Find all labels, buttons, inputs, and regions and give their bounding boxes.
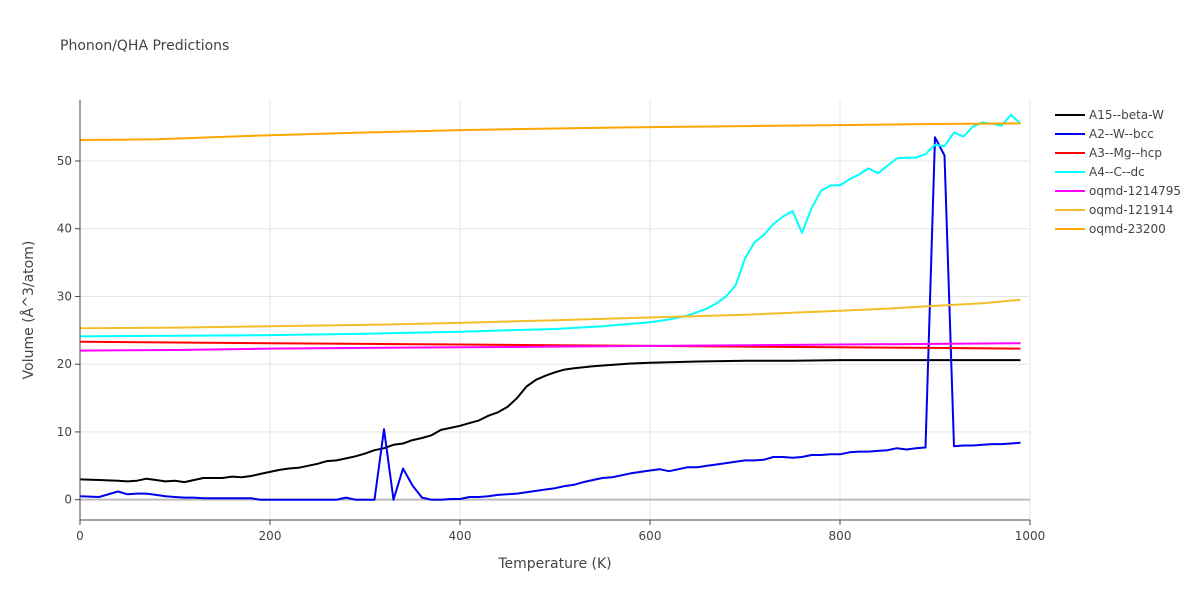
series-line-A4--C--dc[interactable] (79, 113, 1022, 338)
x-axis-title: Temperature (K) (497, 556, 611, 572)
axes: 0 200 400 600 800 1000 0 10 20 30 40 50 (57, 100, 1046, 543)
legend-item-oqmd-1214795[interactable]: oqmd-1214795 (1055, 184, 1181, 198)
y-tick-label: 10 (57, 425, 72, 439)
x-tick-label: 0 (76, 529, 84, 543)
legend-label: A2--W--bcc (1089, 127, 1154, 141)
series-line-A15--beta-W[interactable] (79, 359, 1021, 484)
legend-label: oqmd-23200 (1089, 222, 1166, 236)
series-line-A3--Mg--hcp[interactable] (79, 340, 1021, 350)
y-axis-title: Volume (Å^3/atom) (20, 241, 37, 380)
chart-title: Phonon/QHA Predictions (60, 38, 229, 54)
series-line-oqmd-121914[interactable] (79, 298, 1021, 330)
plot-area (79, 113, 1022, 501)
legend-label: A3--Mg--hcp (1089, 146, 1162, 160)
legend-label: A4--C--dc (1089, 165, 1145, 179)
y-tick-label: 50 (57, 154, 72, 168)
series-line-oqmd-23200[interactable] (79, 122, 1021, 141)
x-tick-label: 1000 (1015, 529, 1046, 543)
legend-label: A15--beta-W (1089, 108, 1164, 122)
legend-item-oqmd-23200[interactable]: oqmd-23200 (1055, 222, 1166, 236)
legend-item-A3--Mg--hcp[interactable]: A3--Mg--hcp (1055, 146, 1162, 160)
x-tick-label: 400 (449, 529, 472, 543)
x-tick-label: 200 (259, 529, 282, 543)
x-tick-label: 600 (639, 529, 662, 543)
legend-item-A15--beta-W[interactable]: A15--beta-W (1055, 108, 1164, 122)
grid-lines (80, 100, 1031, 520)
legend[interactable]: A15--beta-W A2--W--bcc A3--Mg--hcp A4--C--d… (1055, 108, 1181, 236)
x-tick-label: 800 (829, 529, 852, 543)
series-line-A2--W--bcc[interactable] (79, 136, 1021, 501)
legend-item-oqmd-121914[interactable]: oqmd-121914 (1055, 203, 1173, 217)
legend-label: oqmd-121914 (1089, 203, 1173, 217)
y-tick-label: 30 (57, 289, 72, 303)
y-tick-label: 20 (57, 357, 72, 371)
legend-item-A2--W--bcc[interactable]: A2--W--bcc (1055, 127, 1154, 141)
y-tick-label: 40 (57, 222, 72, 236)
y-tick-label: 0 (64, 493, 72, 507)
legend-label: oqmd-1214795 (1089, 184, 1181, 198)
legend-item-A4--C--dc[interactable]: A4--C--dc (1055, 165, 1145, 179)
series-line-oqmd-1214795[interactable] (79, 342, 1021, 352)
